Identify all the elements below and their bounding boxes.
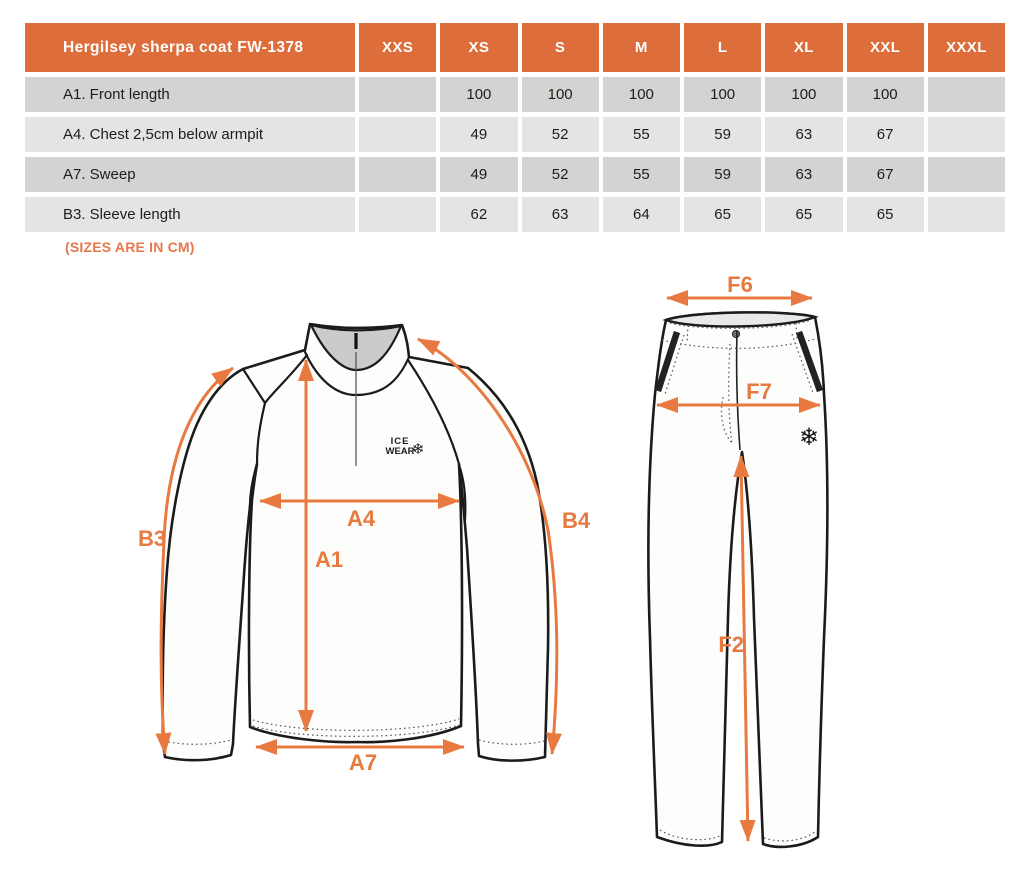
- f2-arrow: [733, 455, 756, 842]
- cell: [927, 77, 1005, 112]
- measurement-diagrams: ICE WEAR ❄ B3 A1 A4 B4 A7: [138, 272, 829, 849]
- cell: 49: [440, 157, 518, 192]
- cell: 65: [846, 197, 924, 232]
- logo-snowflake-icon: ❄: [412, 441, 425, 458]
- center-seam: [735, 330, 741, 451]
- right-pocket-stitch: [791, 333, 814, 394]
- left-pocket-stitch: [664, 334, 685, 395]
- cell: 59: [684, 157, 762, 192]
- cell: 63: [765, 157, 843, 192]
- col-header-xxs: XXS: [359, 23, 437, 72]
- b3-arrow: [155, 366, 234, 755]
- cell: 52: [521, 117, 599, 152]
- belt-loop-right: [795, 322, 798, 342]
- coat-left-raglan-seam: [255, 353, 309, 466]
- a7-label: A7: [349, 750, 377, 775]
- cell: 65: [765, 197, 843, 232]
- cell: 62: [440, 197, 518, 232]
- cell: [359, 117, 437, 152]
- row-label: A7. Sweep: [25, 157, 355, 192]
- b4-label: B4: [562, 508, 591, 533]
- right-pocket: [795, 330, 824, 393]
- cell: 100: [440, 77, 518, 112]
- cell: 67: [846, 117, 924, 152]
- col-header-xs: XS: [440, 23, 518, 72]
- table-title: Hergilsey sherpa coat FW-1378: [25, 23, 355, 72]
- units-note: (SIZES ARE IN CM): [65, 239, 195, 255]
- pants-waist-inside: [662, 311, 819, 328]
- cell: 100: [602, 77, 680, 112]
- row-label: B3. Sleeve length: [25, 197, 355, 232]
- cell: [359, 197, 437, 232]
- cell: 65: [684, 197, 762, 232]
- b3-label: B3: [138, 526, 166, 551]
- b4-arrow: [417, 337, 562, 755]
- logo-line1: ICE: [391, 436, 410, 447]
- waist-stitch: [669, 319, 812, 329]
- cell: 63: [521, 197, 599, 232]
- row-label: A4. Chest 2,5cm below armpit: [25, 117, 355, 152]
- cell: 63: [765, 117, 843, 152]
- coat-left-armpit-seam: [248, 466, 258, 522]
- row-label: A1. Front length: [25, 77, 355, 112]
- f2-label: F2: [718, 632, 744, 657]
- f6-label: F6: [727, 272, 753, 297]
- a4-label: A4: [347, 506, 376, 531]
- left-hem-stitch: [659, 829, 721, 841]
- cell: 49: [440, 117, 518, 152]
- col-header-xxl: XXL: [846, 23, 924, 72]
- col-header-xl: XL: [765, 23, 843, 72]
- pants-silhouette: [647, 311, 829, 849]
- size-table: Hergilsey sherpa coat FW-1378 XXS XS S M…: [25, 23, 1005, 232]
- left-pocket: [654, 331, 681, 392]
- coat-left-shoulder-seam: [241, 367, 267, 405]
- cell: [927, 117, 1005, 152]
- col-header-l: L: [684, 23, 762, 72]
- col-header-m: M: [602, 23, 680, 72]
- cell: 64: [602, 197, 680, 232]
- pants-diagram: ❄ F6 F7 F2: [647, 272, 829, 849]
- cell: 59: [684, 117, 762, 152]
- f7-label: F7: [746, 379, 772, 404]
- a1-label: A1: [315, 547, 343, 572]
- col-header-xxxl: XXXL: [927, 23, 1005, 72]
- cell: 100: [521, 77, 599, 112]
- cell: [359, 157, 437, 192]
- cell: [359, 77, 437, 112]
- belt-loop-left: [686, 324, 689, 344]
- cell: 55: [602, 117, 680, 152]
- cell: 100: [846, 77, 924, 112]
- col-header-s: S: [521, 23, 599, 72]
- coat-diagram: ICE WEAR ❄ B3 A1 A4 B4 A7: [138, 322, 591, 775]
- cell: [927, 157, 1005, 192]
- cell: 67: [846, 157, 924, 192]
- cell: 55: [602, 157, 680, 192]
- logo-line2: WEAR: [385, 446, 414, 457]
- cell: [927, 197, 1005, 232]
- cell: 100: [684, 77, 762, 112]
- waist-button: [731, 329, 741, 339]
- pants-snowflake-icon: ❄: [799, 424, 819, 451]
- cell: 100: [765, 77, 843, 112]
- cell: 52: [521, 157, 599, 192]
